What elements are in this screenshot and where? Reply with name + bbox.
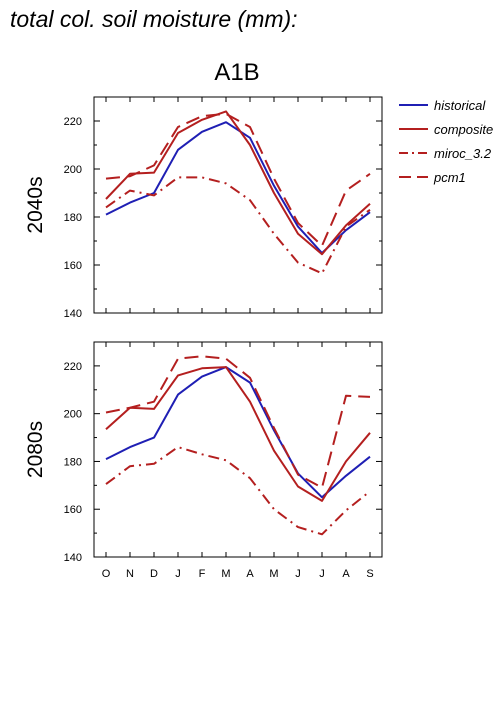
- y-tick-label: 180: [64, 456, 82, 468]
- legend-label: pcm1: [433, 170, 466, 185]
- x-tick-label: N: [126, 568, 134, 580]
- series-line-pcm1: [105, 355, 371, 489]
- plot-frame: [93, 96, 383, 314]
- series-line-pcm1: [105, 112, 371, 247]
- plot-frame: [93, 341, 383, 558]
- y-axis-label: 2040s: [24, 176, 47, 233]
- series-line-miroc-3-2: [105, 446, 371, 536]
- series-line-composite: [105, 366, 371, 502]
- panels: 140 160 180 200 220 2040s O N D J F M A M J J A S 140 160 18…: [24, 96, 383, 580]
- legend: historical composite miroc_3.2 pcm1: [399, 98, 493, 185]
- y-tick-label: 140: [64, 552, 82, 564]
- x-tick-label: S: [366, 568, 373, 580]
- y-axis-label: 2080s: [24, 421, 47, 478]
- x-tick-label: J: [175, 568, 181, 580]
- x-tick-label: F: [199, 568, 206, 580]
- legend-label: historical: [434, 98, 486, 113]
- x-tick-label: J: [319, 568, 325, 580]
- x-tick-label: M: [269, 568, 278, 580]
- scenario-title: A1B: [214, 59, 259, 86]
- y-tick-label: 140: [64, 308, 82, 320]
- series-line-composite: [105, 110, 371, 256]
- legend-label: composite: [434, 122, 493, 137]
- y-tick-label: 160: [64, 260, 82, 272]
- figure-title: total col. soil moisture (mm):: [10, 6, 298, 32]
- y-tick-label: 200: [64, 164, 82, 176]
- panel-1: O N D J F M A M J J A S 140 160 180 200 220 2080s: [24, 341, 383, 580]
- y-tick-label: 220: [64, 116, 82, 128]
- x-tick-label: A: [246, 568, 254, 580]
- series-line-historical: [105, 366, 371, 499]
- series-line-miroc-3-2: [105, 176, 371, 275]
- legend-label: miroc_3.2: [434, 146, 492, 161]
- y-tick-label: 200: [64, 409, 82, 421]
- x-tick-label: A: [342, 568, 350, 580]
- x-tick-label: D: [150, 568, 158, 580]
- panel-0: 140 160 180 200 220 2040s: [24, 96, 383, 320]
- x-tick-label: M: [221, 568, 230, 580]
- y-tick-label: 180: [64, 212, 82, 224]
- x-tick-label: J: [295, 568, 301, 580]
- y-tick-label: 160: [64, 504, 82, 516]
- series-line-historical: [105, 121, 371, 254]
- x-tick-label: O: [102, 568, 111, 580]
- y-tick-label: 220: [64, 361, 82, 373]
